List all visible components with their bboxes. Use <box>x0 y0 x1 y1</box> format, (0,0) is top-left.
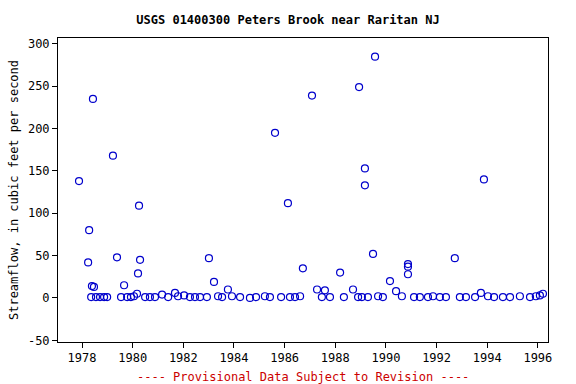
svg-text:1980: 1980 <box>118 351 147 365</box>
svg-text:Streamflow, in cubic feet per: Streamflow, in cubic feet per second <box>7 60 21 320</box>
svg-text:1990: 1990 <box>371 351 400 365</box>
svg-text:1996: 1996 <box>523 351 552 365</box>
svg-text:1986: 1986 <box>270 351 299 365</box>
svg-text:150: 150 <box>28 164 50 178</box>
svg-text:USGS 01400300 Peters Brook nea: USGS 01400300 Peters Brook near Raritan … <box>136 13 439 27</box>
svg-text:1994: 1994 <box>473 351 502 365</box>
svg-text:50: 50 <box>35 249 49 263</box>
svg-text:250: 250 <box>28 79 50 93</box>
svg-text:300: 300 <box>28 37 50 51</box>
svg-text:1992: 1992 <box>422 351 451 365</box>
svg-text:-50: -50 <box>28 334 50 348</box>
svg-text:1988: 1988 <box>321 351 350 365</box>
svg-text:1978: 1978 <box>68 351 97 365</box>
svg-text:200: 200 <box>28 122 50 136</box>
svg-text:---- Provisional Data Subject: ---- Provisional Data Subject to Revisio… <box>137 370 469 384</box>
svg-text:0: 0 <box>42 291 49 305</box>
svg-text:1984: 1984 <box>220 351 249 365</box>
svg-text:100: 100 <box>28 206 50 220</box>
svg-text:1982: 1982 <box>169 351 198 365</box>
